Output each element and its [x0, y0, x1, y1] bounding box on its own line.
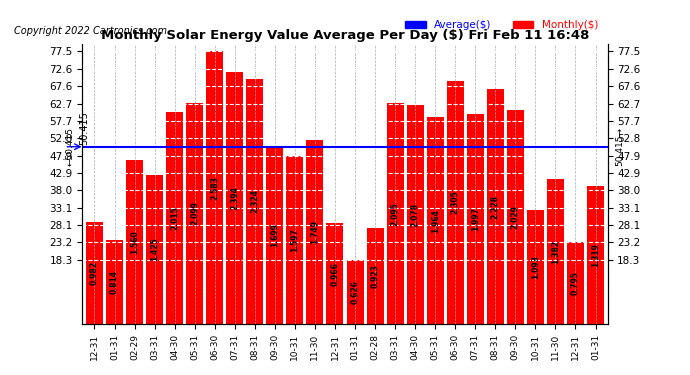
Bar	[146, 175, 163, 324]
Text: 2.324: 2.324	[250, 190, 259, 213]
Text: 0.626: 0.626	[351, 280, 359, 304]
Text: 2.029: 2.029	[511, 205, 520, 229]
Title: Monthly Solar Energy Value Average Per Day ($) Fri Feb 11 16:48: Monthly Solar Energy Value Average Per D…	[101, 29, 589, 42]
Text: 1.382: 1.382	[551, 240, 560, 264]
Bar	[426, 117, 444, 324]
Bar	[106, 240, 123, 324]
Bar	[466, 114, 484, 324]
Bar	[186, 103, 204, 324]
Text: 1.699: 1.699	[270, 223, 279, 247]
Text: 50.415: 50.415	[79, 111, 90, 145]
Text: 2.228: 2.228	[491, 195, 500, 219]
Text: 2.095: 2.095	[391, 202, 400, 226]
Bar	[126, 160, 143, 324]
Bar	[547, 179, 564, 324]
Text: 0.923: 0.923	[371, 264, 380, 288]
Text: 1.597: 1.597	[290, 228, 299, 252]
Bar	[406, 105, 424, 324]
Text: 1.749: 1.749	[310, 220, 319, 244]
Bar	[286, 156, 304, 324]
Text: 2.078: 2.078	[411, 202, 420, 226]
Bar	[166, 112, 183, 324]
Text: 1.997: 1.997	[471, 207, 480, 231]
Bar	[366, 228, 384, 324]
Text: 2.583: 2.583	[210, 176, 219, 200]
Bar	[306, 140, 324, 324]
Bar	[486, 89, 504, 324]
Text: ←50.415: ←50.415	[66, 127, 75, 166]
Bar	[446, 81, 464, 324]
Text: 1.964: 1.964	[431, 209, 440, 232]
Bar	[507, 110, 524, 324]
Bar	[226, 72, 244, 324]
Bar	[246, 79, 264, 324]
Text: 0.966: 0.966	[331, 262, 339, 286]
Bar	[266, 146, 284, 324]
Text: 1.093: 1.093	[531, 255, 540, 279]
Text: Copyright 2022 Cartronics.com: Copyright 2022 Cartronics.com	[14, 26, 167, 36]
Text: 1.425: 1.425	[150, 237, 159, 261]
Legend: Average($), Monthly($): Average($), Monthly($)	[401, 16, 602, 34]
Text: 0.795: 0.795	[571, 271, 580, 295]
Text: 0.814: 0.814	[110, 270, 119, 294]
Text: 2.394: 2.394	[230, 186, 239, 210]
Bar	[567, 242, 584, 324]
Bar	[86, 222, 103, 324]
Bar	[326, 224, 344, 324]
Bar	[346, 260, 364, 324]
Text: 0.982: 0.982	[90, 261, 99, 285]
Text: 2.099: 2.099	[190, 201, 199, 225]
Text: 50.415→: 50.415→	[615, 127, 624, 166]
Text: 2.305: 2.305	[451, 190, 460, 214]
Text: 2.015: 2.015	[170, 206, 179, 230]
Bar	[386, 104, 404, 324]
Text: 1.319: 1.319	[591, 243, 600, 267]
Bar	[527, 210, 544, 324]
Bar	[587, 186, 604, 324]
Text: 1.560: 1.560	[130, 230, 139, 254]
Bar	[206, 51, 224, 324]
